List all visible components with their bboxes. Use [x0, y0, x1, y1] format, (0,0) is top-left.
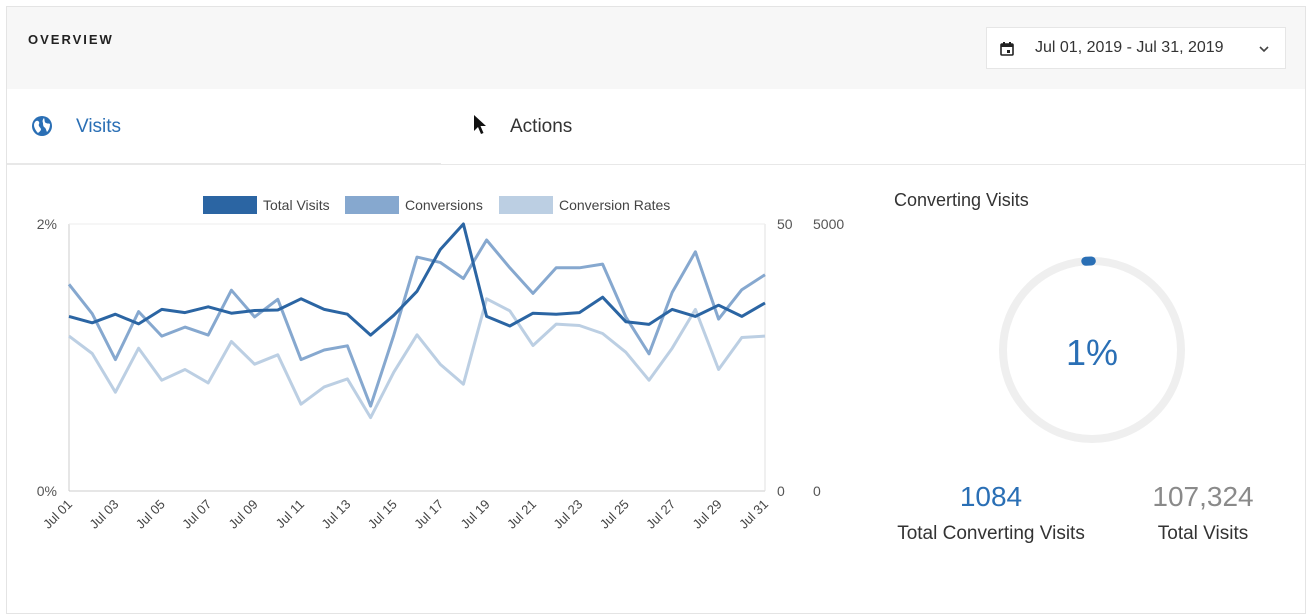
total-converting-label: Total Converting Visits	[897, 523, 1085, 544]
y-tick-label-right: 0	[813, 483, 821, 499]
series-line-conversion-rates	[68, 297, 766, 420]
y-tick-label-left: 2%	[37, 216, 57, 232]
y-tick-label-mid: 0	[777, 483, 785, 499]
line-chart: 2% 0% 50 0 5000 0 Jul 01 Jul 03 Jul 05 Jul 07 Jul …	[37, 196, 844, 532]
tab-bar-filler	[875, 89, 1305, 165]
x-tick-label: Jul 25	[597, 497, 632, 532]
x-tick-label: Jul 23	[550, 497, 585, 532]
total-visits-value: 107,324	[1152, 481, 1254, 512]
series-line-conversions	[67, 238, 766, 408]
overview-header: OVERVIEW Jul 01, 2019 - Jul 31, 2019	[7, 7, 1305, 89]
x-tick-label: Jul 11	[273, 497, 307, 531]
x-tick-label: Jul 17	[411, 497, 446, 532]
page-title: OVERVIEW	[28, 32, 114, 47]
tab-visits-label: Visits	[76, 116, 122, 137]
x-tick-label: Jul 29	[690, 497, 725, 532]
x-tick-label: Jul 13	[318, 497, 353, 532]
legend-label: Total Visits	[263, 197, 330, 213]
visits-chart: 2% 0% 50 0 5000 0 Jul 01 Jul 03 Jul 05 Jul 07 Jul …	[7, 165, 877, 613]
x-tick-label: Jul 27	[643, 497, 678, 532]
legend-label: Conversions	[405, 197, 483, 213]
x-tick-label: Jul 09	[226, 497, 261, 532]
y-tick-label-left: 0%	[37, 483, 57, 499]
x-tick-label: Jul 01	[40, 497, 75, 532]
calendar-icon	[1000, 42, 1014, 56]
donut-progress	[998, 256, 1186, 444]
chevron-down-icon	[1259, 46, 1269, 53]
cursor-icon	[474, 115, 486, 134]
x-tick-label: Jul 31	[736, 497, 771, 532]
total-converting-stat: 1084 Total Converting Visits	[891, 479, 1091, 549]
conversion-donut	[998, 256, 1186, 444]
tab-bar: Visits Actions	[7, 89, 1305, 165]
total-visits-stat: 107,324 Total Visits	[1103, 479, 1303, 549]
overview-card: OVERVIEW Jul 01, 2019 - Jul 31, 2019 Vis…	[6, 6, 1306, 614]
x-tick-label: Jul 03	[86, 497, 121, 532]
converting-visits-title: Converting Visits	[894, 190, 1029, 210]
x-tick-label: Jul 21	[504, 497, 539, 532]
total-visits-label: Total Visits	[1157, 523, 1249, 544]
globe-icon	[32, 116, 52, 136]
legend-swatch	[203, 196, 257, 214]
x-tick-label: Jul 05	[133, 497, 168, 532]
date-range-label: Jul 01, 2019 - Jul 31, 2019	[1035, 39, 1224, 56]
legend-label: Conversion Rates	[559, 197, 670, 213]
legend-swatch	[499, 196, 553, 214]
tab-actions[interactable]: Actions	[441, 89, 875, 165]
y-tick-label-right: 5000	[813, 216, 844, 232]
date-range-picker[interactable]: Jul 01, 2019 - Jul 31, 2019	[986, 27, 1286, 69]
tab-visits[interactable]: Visits	[7, 89, 441, 165]
x-tick-label: Jul 15	[365, 497, 400, 532]
conversion-percent: 1%	[1065, 332, 1119, 373]
x-tick-label: Jul 07	[179, 497, 214, 532]
total-converting-value: 1084	[959, 481, 1023, 512]
tab-actions-label: Actions	[510, 116, 573, 137]
series-line-total-visits	[68, 222, 766, 337]
x-tick-label: Jul 19	[458, 497, 493, 532]
y-tick-label-mid: 50	[777, 216, 793, 232]
legend-swatch	[345, 196, 399, 214]
